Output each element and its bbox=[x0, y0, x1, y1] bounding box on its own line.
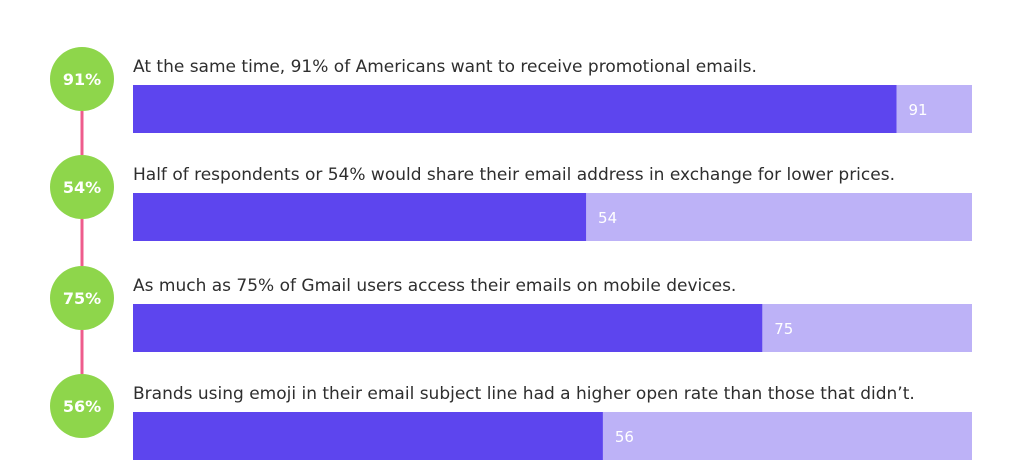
percent-badge-label: 75% bbox=[63, 289, 101, 308]
stat-label: Half of respondents or 54% would share t… bbox=[133, 165, 895, 185]
stat-label: At the same time, 91% of Americans want … bbox=[133, 57, 757, 77]
stat-row-1: At the same time, 91% of Americans want … bbox=[50, 47, 972, 133]
bar-value-label: 75 bbox=[774, 320, 793, 338]
stat-row-3: As much as 75% of Gmail users access the… bbox=[50, 266, 972, 352]
bar-value bbox=[133, 304, 763, 352]
percent-badge-label: 91% bbox=[63, 70, 101, 89]
stat-row-4: Brands using emoji in their email subjec… bbox=[50, 374, 972, 460]
bar-value bbox=[133, 85, 897, 133]
bar-value-label: 54 bbox=[598, 209, 617, 227]
bar-value-label: 56 bbox=[615, 428, 634, 446]
percent-badge-label: 54% bbox=[63, 178, 101, 197]
percent-badge bbox=[50, 374, 114, 438]
chart-rows: At the same time, 91% of Americans want … bbox=[50, 47, 972, 460]
stat-label: As much as 75% of Gmail users access the… bbox=[133, 276, 736, 296]
bar-value bbox=[133, 412, 603, 460]
percent-badge bbox=[50, 266, 114, 330]
bar-value-label: 91 bbox=[908, 101, 927, 119]
percent-badge-label: 56% bbox=[63, 397, 101, 416]
percent-badge bbox=[50, 155, 114, 219]
stat-row-2: Half of respondents or 54% would share t… bbox=[50, 155, 972, 241]
percent-badge bbox=[50, 47, 114, 111]
stat-label: Brands using emoji in their email subjec… bbox=[133, 384, 915, 404]
bar-value bbox=[133, 193, 587, 241]
